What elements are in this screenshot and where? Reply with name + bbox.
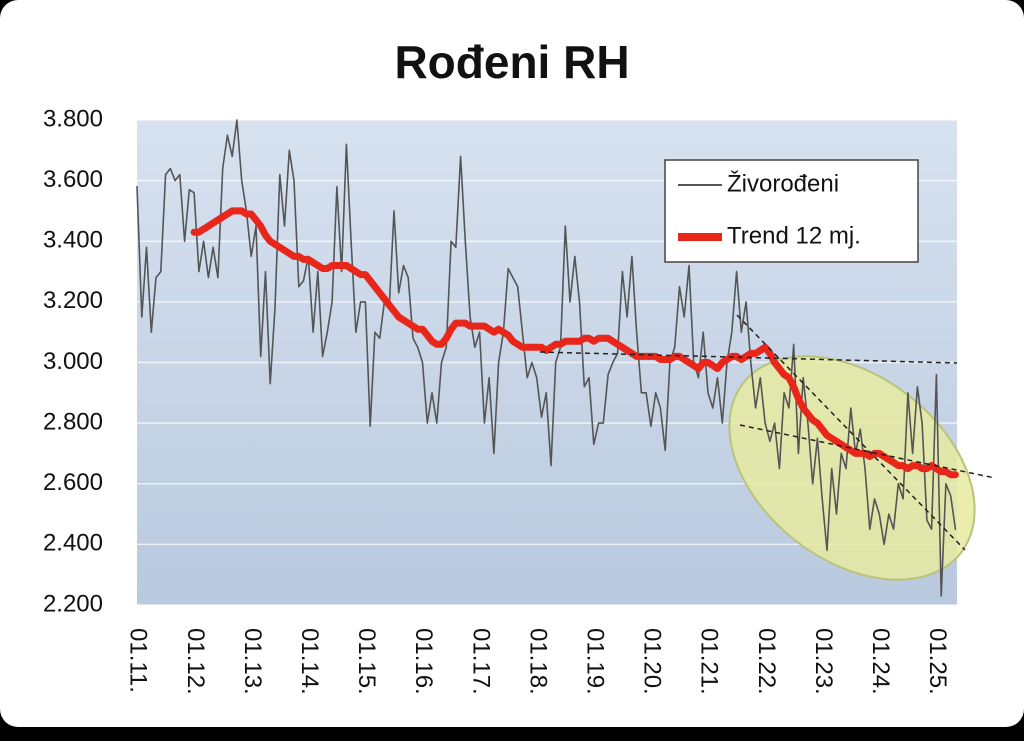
lines	[136, 119, 959, 597]
x-tick-label: 01.16.	[410, 628, 437, 695]
legend-label: Živorođeni	[727, 170, 839, 197]
x-tick-label: 01.22.	[753, 628, 780, 695]
series-line	[190, 207, 959, 479]
x-tick-label: 01.12.	[182, 628, 209, 695]
y-tick-label: 2.200	[43, 590, 103, 617]
x-tick-label: 01.20.	[639, 628, 666, 695]
x-tick-label: 01.25.	[924, 628, 951, 695]
x-tick-label: 01.15.	[353, 628, 380, 695]
x-tick-label: 01.17.	[467, 628, 494, 695]
trend-annotations	[539, 314, 996, 551]
y-tick-label: 3.200	[43, 287, 103, 314]
dashed-line	[739, 424, 996, 479]
y-tick-label: 2.400	[43, 530, 103, 557]
legend-box	[664, 159, 919, 263]
x-tick-label: 01.14.	[296, 628, 323, 695]
legend: Živorođeni Trend 12 mj.	[664, 159, 919, 263]
dashed-line	[736, 314, 966, 551]
y-tick-label: 3.000	[43, 348, 103, 375]
y-tick-label: 3.600	[43, 166, 103, 193]
y-tick-label: 2.800	[43, 408, 103, 435]
y-tick-label: 2.600	[43, 469, 103, 496]
x-tick-label: 01.18.	[524, 628, 551, 695]
x-tick-label: 01.21.	[696, 628, 723, 695]
dashed-line	[539, 351, 958, 364]
series-line	[136, 119, 957, 597]
y-tick-label: 3.800	[43, 105, 103, 132]
x-tick-label: 01.11.	[125, 628, 152, 693]
x-tick-label: 01.24.	[867, 628, 894, 695]
x-tick-label: 01.13.	[239, 628, 266, 695]
y-tick-label: 3.400	[43, 227, 103, 254]
x-tick-label: 01.19.	[581, 628, 608, 695]
legend-label: Trend 12 mj.	[727, 222, 861, 249]
x-tick-label: 01.23.	[810, 628, 837, 695]
chart-title: Rođeni RH	[394, 36, 629, 88]
